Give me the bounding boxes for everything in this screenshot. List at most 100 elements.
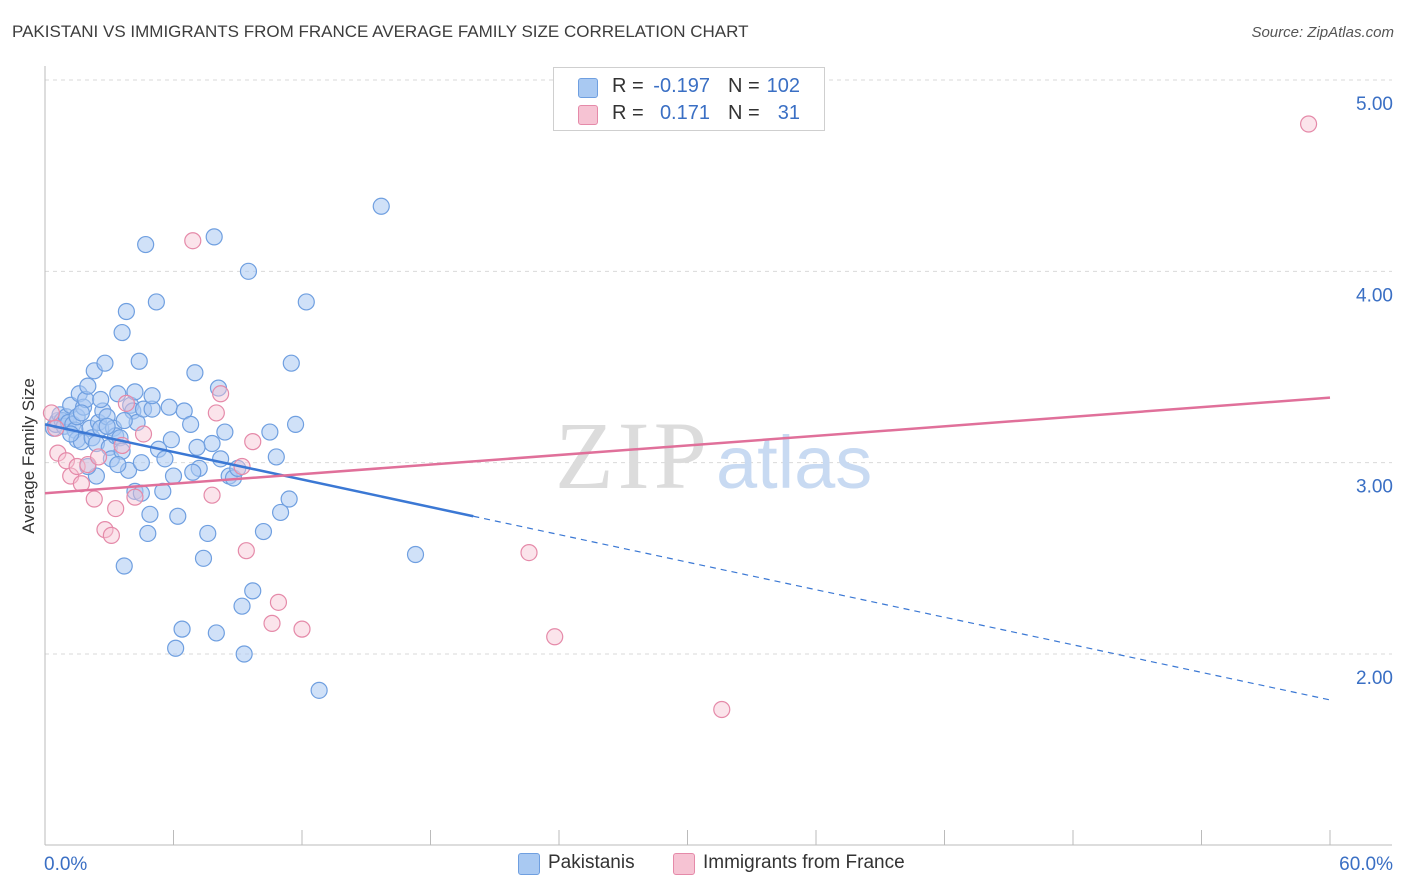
pakistani-point [244,582,262,600]
france-point [1299,115,1318,133]
legend-r-label: R = [612,75,644,97]
y-tick-label: 5.00 [1356,94,1393,115]
pakistani-point [132,454,150,472]
pakistani-point [173,620,191,638]
watermark-zip: ZIP [555,402,711,509]
france-point [244,433,262,451]
pakistani-point [98,417,116,435]
legend-n-label: N = [728,75,760,97]
legend-n-value: 102 [766,75,800,97]
legend-r-value: -0.197 [653,75,710,97]
pakistani-point [137,235,155,254]
pakistani-point [310,681,328,699]
pakistani-point [156,450,174,468]
legend-r-label: R = [612,102,644,124]
legend-label-france: Immigrants from France [703,852,905,873]
pakistani-point [143,387,161,405]
legend-swatch-blue [518,853,540,875]
pakistani-point [167,639,185,657]
pakistani-point [199,524,217,543]
france-point [68,457,86,476]
pakistani-trend-extension [473,515,1331,701]
france-point [117,394,135,412]
france-point [85,490,103,508]
france-trend-line [44,396,1331,495]
france-point [102,526,120,544]
france-point [263,614,281,632]
pakistani-point [203,434,221,453]
pakistani-point [115,557,133,575]
france-point [713,700,731,719]
france-point [237,542,255,560]
pakistani-point [271,503,290,522]
pakistani-point [233,597,251,615]
pakistani-point [72,404,91,422]
france-point [126,488,144,506]
pakistani-point [113,323,131,342]
pakistani-point [79,377,97,395]
x-tick-label: 0.0% [44,854,87,875]
pakistani-point [286,415,305,433]
pakistani-point [261,423,279,441]
y-axis-label: Average Family Size [19,378,38,534]
pakistani-point [164,467,183,485]
source-label: Source: ZipAtlas.com [1251,24,1394,41]
france-point [184,232,202,250]
pakistani-point [169,507,187,525]
gridlines [45,79,1392,655]
pakistani-trend-line [44,423,474,518]
pakistani-point [139,524,157,543]
pakistani-point [254,522,273,541]
pakistani-point [147,293,165,311]
pakistani-point [267,448,285,466]
pakistani-point [282,354,300,372]
legend-label-pakistanis: Pakistanis [548,852,635,873]
france-point [293,620,311,638]
pakistani-point [109,385,127,403]
pakistani-point [160,398,178,416]
france-point [212,385,230,403]
pakistani-point [239,262,258,280]
legend-swatch-pink [673,853,695,875]
axes [44,66,1392,846]
pakistani-point [92,390,110,409]
legend-n-label: N = [728,102,760,124]
y-tick-label: 2.00 [1356,668,1393,689]
france-point [203,486,221,504]
legend-swatch-pink [578,105,598,125]
france-point [107,499,125,518]
data-points [42,115,1318,719]
france-point [207,404,225,422]
pakistani-point [188,438,206,456]
pakistani-point [184,463,202,481]
france-point [546,628,564,646]
tick-labels: 2.00 3.00 4.00 5.00 0.0% 60.0% [44,94,1393,875]
pakistani-point [96,354,114,372]
x-tick-label: 60.0% [1339,854,1393,875]
france-point [520,543,538,562]
pakistani-point [182,415,200,433]
pakistani-point [130,352,148,370]
france-point [96,521,114,539]
pakistani-point [205,228,223,246]
correlation-legend: R = -0.197 N = 102 R = 0.171 N = 31 [553,67,825,131]
france-point [269,593,288,611]
pakistani-point [406,545,425,564]
legend-n-value: 31 [777,102,800,124]
pakistani-point [297,293,315,311]
pakistani-point [372,197,390,215]
y-tick-label: 4.00 [1356,285,1393,306]
pakistani-point [109,455,127,474]
pakistani-point [117,302,135,321]
pakistani-point [162,431,180,449]
pakistani-point [126,383,144,401]
france-point [134,425,153,443]
legend-r-value: 0.171 [659,102,710,124]
france-point [89,448,108,466]
france-point [42,404,61,422]
pakistani-point [186,364,204,382]
pakistani-point [115,411,133,430]
pakistani-point [280,490,298,508]
watermark: ZIP atlas [555,402,872,509]
